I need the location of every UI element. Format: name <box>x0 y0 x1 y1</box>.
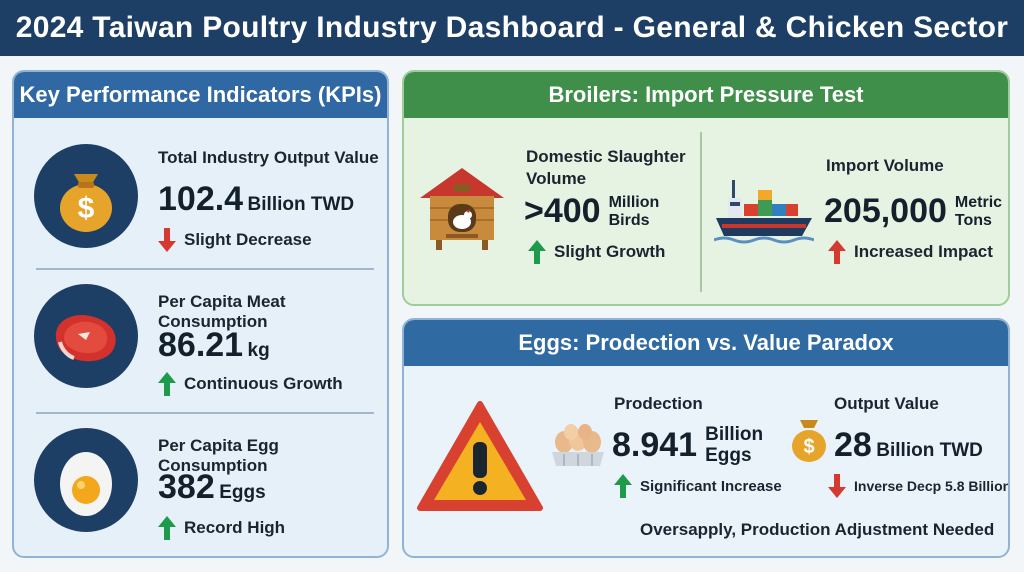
domestic-label-line2: Volume <box>526 169 587 188</box>
output-value: 28 <box>834 426 872 464</box>
domestic-label: Domestic Slaughter Volume <box>526 146 686 190</box>
kpi-meat-trend-row: Continuous Growth <box>158 372 343 396</box>
cargo-ship-icon <box>713 176 815 253</box>
domestic-trend-row: Slight Growth <box>528 240 665 264</box>
domestic-unit-line2: Birds <box>608 211 650 229</box>
svg-text:$: $ <box>803 436 814 458</box>
kpi-output-label: Total Industry Output Value <box>158 148 379 167</box>
egg-icon <box>34 428 138 532</box>
import-unit-line2: Tons <box>954 211 992 229</box>
kpi-panel-title: Key Performance Indicators (KPIs) <box>14 72 387 118</box>
kpi-meat-unit: kg <box>247 340 270 361</box>
eggs-panel-title: Eggs: Prodection vs. Value Paradox <box>404 320 1008 366</box>
production-trend-row: Significant Increase <box>614 474 782 498</box>
import-trend-row: Increased Impact <box>828 240 993 264</box>
import-unit: Metric Tons <box>955 194 1002 230</box>
down-arrow-icon <box>828 474 846 498</box>
kpi-egg-unit: Eggs <box>219 482 266 503</box>
kpi-output-value: 102.4 <box>158 180 244 218</box>
kpi-meat-label: Per Capita Meat Consumption <box>158 292 286 331</box>
money-bag-icon: $ <box>34 144 138 248</box>
svg-text:$: $ <box>78 192 95 225</box>
import-value: 205,000 <box>824 192 947 230</box>
broilers-panel: Broilers: Import Pressure Test Domestic … <box>402 70 1010 306</box>
import-label: Import Volume <box>826 156 944 175</box>
import-trend: Increased Impact <box>854 242 993 261</box>
output-label: Output Value <box>834 394 939 413</box>
import-unit-line1: Metric <box>954 193 1003 211</box>
up-arrow-icon <box>828 240 846 264</box>
up-arrow-icon <box>528 240 546 264</box>
output-trend-row: Inverse Decp 5.8 Billion <box>828 474 1010 498</box>
domestic-unit-line1: Million <box>608 193 660 211</box>
kpi-output-trend-row: Slight Decrease <box>158 228 312 252</box>
production-value: 8.941 <box>612 425 698 464</box>
output-value-row: 28 Billion TWD <box>834 426 983 465</box>
broilers-divider <box>700 132 702 292</box>
kpi-output-trend: Slight Decrease <box>184 230 312 249</box>
output-trend: Inverse Decp 5.8 Billion <box>854 478 1010 494</box>
up-arrow-icon <box>158 372 176 396</box>
up-arrow-icon <box>614 474 632 498</box>
warning-icon <box>416 398 544 519</box>
kpi-meat-value: 86.21 <box>158 326 244 364</box>
chicken-coop-icon <box>416 160 508 257</box>
kpi-output-unit: Billion TWD <box>247 194 355 215</box>
dashboard-title: 2024 Taiwan Poultry Industry Dashboard -… <box>15 11 1009 44</box>
down-arrow-icon <box>158 228 176 252</box>
production-trend: Significant Increase <box>640 477 782 495</box>
production-value-row: 8.941 Billion Eggs <box>612 424 763 466</box>
kpi-output-value-row: 102.4 Billion TWD <box>158 180 354 219</box>
kpi-meat-trend: Continuous Growth <box>184 374 343 393</box>
domestic-trend: Slight Growth <box>554 242 666 261</box>
up-arrow-icon <box>158 516 176 540</box>
money-bag-icon: $ <box>788 416 830 469</box>
kpi-egg-label: Per Capita Egg Consumption <box>158 436 279 475</box>
steak-icon <box>34 284 138 388</box>
production-label: Prodection <box>614 394 703 413</box>
import-value-row: 205,000 Metric Tons <box>824 192 1002 231</box>
kpi-egg-value-row: 382 Eggs <box>158 468 266 507</box>
kpi-divider <box>36 412 374 414</box>
kpi-panel: Key Performance Indicators (KPIs) $ Tota… <box>12 70 389 558</box>
domestic-label-line1: Domestic Slaughter <box>526 147 686 166</box>
broilers-panel-title: Broilers: Import Pressure Test <box>404 72 1008 118</box>
dashboard-header: 2024 Taiwan Poultry Industry Dashboard -… <box>0 0 1024 56</box>
domestic-unit: Million Birds <box>609 194 660 230</box>
kpi-egg-trend: Record High <box>184 518 286 537</box>
domestic-value-row: >400 Million Birds <box>524 192 659 231</box>
output-unit: Billion TWD <box>876 440 983 461</box>
kpi-egg-trend-row: Record High <box>158 516 285 540</box>
kpi-meat-value-row: 86.21 kg <box>158 326 270 365</box>
eggs-panel: Eggs: Prodection vs. Value Paradox Prode… <box>402 318 1010 558</box>
kpi-egg-value: 382 <box>158 468 215 506</box>
production-unit-line2: Eggs <box>705 445 752 466</box>
production-unit-line1: Billion <box>705 424 764 445</box>
eggs-note: Oversapply, Production Adjustment Needed <box>640 520 995 539</box>
production-unit: Billion Eggs <box>705 424 763 466</box>
egg-tray-icon <box>550 424 606 475</box>
domestic-value: >400 <box>524 192 601 230</box>
kpi-divider <box>36 268 374 270</box>
